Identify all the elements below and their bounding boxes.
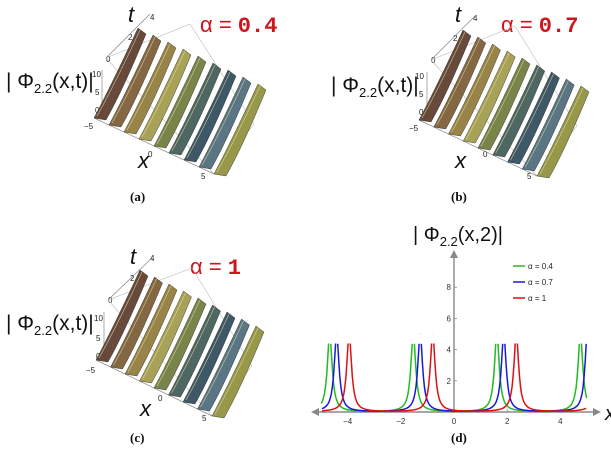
- x-tick: −5: [84, 122, 94, 131]
- panel-caption: (d): [451, 430, 467, 445]
- alpha-label: α = 1: [190, 254, 241, 281]
- x-axis-label: x: [455, 148, 466, 173]
- surface-highlight: [214, 327, 259, 415]
- surface-highlight: [171, 64, 216, 152]
- x-tick-label: −4: [343, 417, 353, 426]
- surface-highlight: [142, 292, 186, 380]
- surface-panel-b: | Φ2.2(x,t)| t x α = 0.7 4 2 0 10 5 0 −5…: [305, 0, 611, 210]
- surface-highlight: [539, 87, 584, 175]
- t-tick: 0: [108, 296, 113, 305]
- 3d-surface-plot: [418, 15, 590, 179]
- t-tick: 4: [150, 254, 155, 263]
- t-tick: 4: [473, 14, 478, 23]
- surface-highlight: [96, 29, 141, 117]
- x-tick-label: 0: [452, 417, 457, 426]
- surface-highlight: [98, 271, 143, 359]
- surface-highlight: [216, 85, 261, 173]
- t-tick: 2: [130, 274, 135, 283]
- z-axis-label: | Φ2.2(x,t)|: [331, 74, 419, 101]
- surface-highlight: [465, 52, 510, 140]
- y-tick-label: 4: [447, 346, 452, 355]
- t-axis-label: t: [455, 2, 462, 27]
- surface-highlight: [436, 38, 481, 126]
- t-axis-line: [105, 13, 151, 59]
- t-tick: 4: [150, 13, 155, 22]
- x-tick-label: 2: [505, 417, 510, 426]
- surface-highlight: [421, 31, 466, 119]
- z-tick: 5: [419, 90, 424, 99]
- surface-highlight: [141, 50, 186, 138]
- surface-highlight: [156, 57, 201, 145]
- x-tick: 0: [148, 150, 153, 159]
- surface-highlight: [451, 45, 495, 133]
- chart-title: | Φ2.2(x,2)|: [413, 224, 503, 249]
- surface-panel-c: | Φ2.2(x,t)| t x α = 1 4 2 0 10 5 0 −5 0…: [0, 230, 300, 449]
- z-tick: 10: [94, 314, 103, 323]
- surface-highlight: [126, 43, 171, 131]
- z-tick: 5: [96, 334, 101, 343]
- z-tick: 0: [95, 106, 100, 115]
- y-tick-label: 6: [447, 314, 452, 323]
- x-tick-label: 4: [558, 417, 563, 426]
- line-chart: −4 −2 0 2 4 2 4 6 8 x α = 0.4 α = 0.7 α = 1: [311, 250, 611, 426]
- legend-label: α = 1: [528, 294, 547, 303]
- x-tick: 5: [201, 172, 206, 181]
- surface-highlight: [156, 299, 201, 387]
- surface-panel-a: | Φ2.2(x,t)| t x α = 0.4 4 2 0 10 5 0 −5…: [0, 0, 300, 210]
- surface-highlight: [510, 73, 554, 161]
- t-axis-label: t: [128, 2, 135, 27]
- t-tick: 0: [431, 56, 436, 65]
- surface-highlight: [201, 78, 246, 166]
- surface-highlight: [171, 306, 215, 394]
- surface-box: [430, 25, 578, 177]
- x-tick: 5: [527, 172, 532, 181]
- surface-highlight: [127, 285, 172, 373]
- legend-label: α = 0.4: [528, 262, 553, 271]
- x-axis-label: x: [140, 396, 151, 421]
- z-axis-label: | Φ2.2(x,t)|: [6, 70, 94, 97]
- surface-highlight: [480, 59, 525, 147]
- t-axis-label: t: [130, 244, 137, 269]
- surface-box: [107, 267, 253, 417]
- z-tick: 10: [415, 72, 424, 81]
- panel-caption: (c): [130, 430, 145, 445]
- t-tick: 0: [106, 55, 111, 64]
- x-axis-label: x: [138, 148, 149, 173]
- z-tick: 0: [419, 108, 424, 117]
- 3d-surface-plot: [95, 257, 265, 419]
- x-tick: 0: [158, 394, 163, 403]
- 3d-surface-plot: [93, 13, 267, 177]
- x-tick: 0: [483, 150, 488, 159]
- t-tick: 2: [128, 33, 133, 42]
- surface-highlight: [111, 36, 156, 124]
- panel-caption: (a): [130, 189, 146, 204]
- z-tick: 10: [92, 70, 101, 79]
- x-tick-label: −2: [396, 417, 406, 426]
- y-axis-arrow: [450, 250, 458, 258]
- x-axis-label: x: [604, 403, 611, 425]
- surface-highlight: [495, 66, 540, 154]
- alpha-label: α = 0.7: [501, 12, 579, 39]
- surface-highlight: [200, 320, 244, 408]
- alpha-label: α = 0.4: [200, 12, 278, 39]
- panel-caption: (b): [451, 189, 467, 204]
- x-tick: −5: [409, 124, 419, 133]
- x-axis-arrow-left: [311, 408, 319, 416]
- t-tick: 2: [453, 34, 458, 43]
- t-axis-line: [107, 257, 153, 301]
- surface-highlight: [113, 278, 157, 366]
- y-tick-label: 8: [447, 283, 452, 292]
- surface-highlight: [186, 71, 231, 159]
- z-tick: 5: [95, 88, 100, 97]
- y-tick-label: 2: [447, 377, 452, 386]
- legend-label: α = 0.7: [528, 278, 553, 287]
- t-axis-line: [430, 15, 476, 61]
- x-axis-arrow-right: [593, 408, 601, 416]
- z-axis-label: | Φ2.2(x,t)|: [6, 312, 94, 339]
- chart-panel-d: | Φ2.2(x,2)| −4 −2 0 2 4 2 4 6 8 x α = 0.4 α = 0.7 α…: [305, 222, 611, 449]
- surface-highlight: [524, 80, 569, 168]
- surface-highlight: [185, 313, 230, 401]
- x-tick: 5: [202, 414, 207, 423]
- x-tick: −5: [86, 366, 96, 375]
